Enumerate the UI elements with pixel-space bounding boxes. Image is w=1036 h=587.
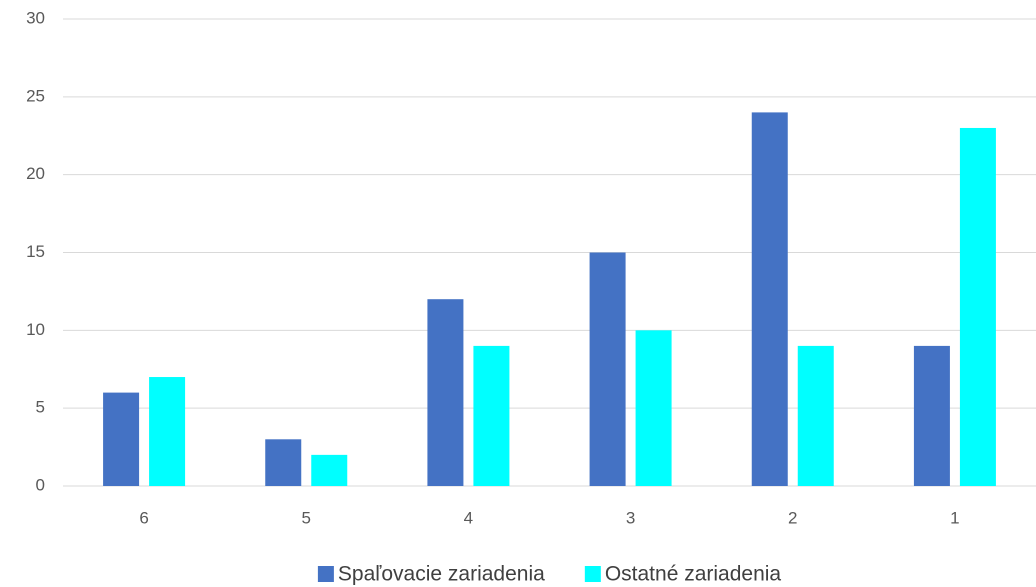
bar [473, 345, 510, 486]
legend-label: Spaľovacie zariadenia [338, 563, 545, 586]
x-tick-label: 6 [139, 508, 148, 527]
bar [103, 392, 140, 486]
bar [635, 330, 672, 486]
bar [959, 127, 996, 486]
x-tick-label: 2 [788, 508, 797, 527]
bar [427, 299, 464, 486]
y-tick-label: 5 [36, 398, 45, 417]
y-tick-label: 0 [36, 475, 45, 494]
bar [589, 252, 626, 486]
y-tick-label: 30 [26, 8, 45, 27]
x-tick-label: 5 [302, 508, 311, 527]
legend-label: Ostatné zariadenia [605, 563, 782, 586]
legend-swatch [317, 566, 334, 582]
x-tick-label: 3 [626, 508, 635, 527]
x-tick-label: 1 [950, 508, 959, 527]
y-tick-label: 20 [26, 164, 45, 183]
bar [913, 345, 950, 486]
bar [265, 439, 302, 486]
y-tick-label: 10 [26, 320, 45, 339]
bar [751, 112, 788, 487]
legend-swatch [584, 566, 601, 582]
y-tick-label: 15 [26, 242, 45, 261]
x-tick-label: 4 [464, 508, 473, 527]
y-tick-label: 25 [26, 86, 45, 105]
bar [797, 345, 834, 486]
bar [149, 377, 186, 486]
bar [311, 454, 348, 486]
